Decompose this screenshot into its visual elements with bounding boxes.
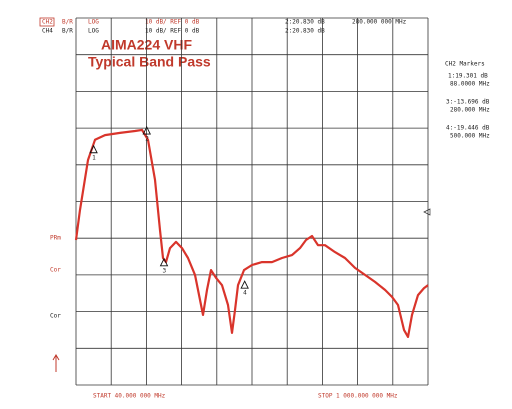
trace — [74, 128, 429, 338]
header: 2:20.830 dB — [285, 19, 325, 26]
side-text: 3:-13.696 dB — [446, 99, 490, 106]
side-text: 500.000 MHz — [450, 133, 490, 140]
header: CH2 — [42, 19, 53, 26]
scale-arrow — [52, 354, 60, 372]
left-label: Cor — [50, 313, 61, 320]
left-label: Cor — [50, 267, 61, 274]
chart-title: Typical Band Pass — [88, 54, 211, 70]
side-text: CH2 Markers — [445, 61, 485, 68]
marker-label: 1 — [92, 154, 96, 161]
marker — [89, 144, 98, 154]
header: 280.000 000 MHz — [352, 19, 407, 26]
header: 2:20.830 dB — [285, 28, 325, 35]
stop-label: STOP 1 000.000 000 MHz — [318, 393, 398, 400]
marker-label: 4 — [243, 290, 247, 297]
marker — [142, 126, 151, 135]
header: LOG — [88, 19, 99, 26]
side-text: 88.0000 MHz — [450, 81, 490, 88]
reference-marker — [423, 208, 431, 216]
marker — [159, 257, 169, 267]
marker-label: 2 — [145, 136, 149, 143]
active-channel-box — [39, 17, 55, 27]
marker — [240, 280, 249, 289]
marker-label: 3 — [163, 267, 167, 274]
header: 10 dB/ REF 0 dB — [145, 28, 200, 35]
side-text: 280.000 MHz — [450, 107, 490, 114]
header: 10 dB/ REF 0 dB — [145, 19, 200, 26]
header: LOG — [88, 28, 99, 35]
header: CH4 — [42, 28, 53, 35]
header: B/R — [62, 28, 73, 35]
header: B/R — [62, 19, 73, 26]
side-text: 4:-19.446 dB — [446, 125, 490, 132]
left-label: PRm — [50, 235, 61, 242]
start-label: START 40.000 000 MHz — [93, 393, 166, 400]
side-text: 1:19.301 dB — [448, 73, 488, 80]
